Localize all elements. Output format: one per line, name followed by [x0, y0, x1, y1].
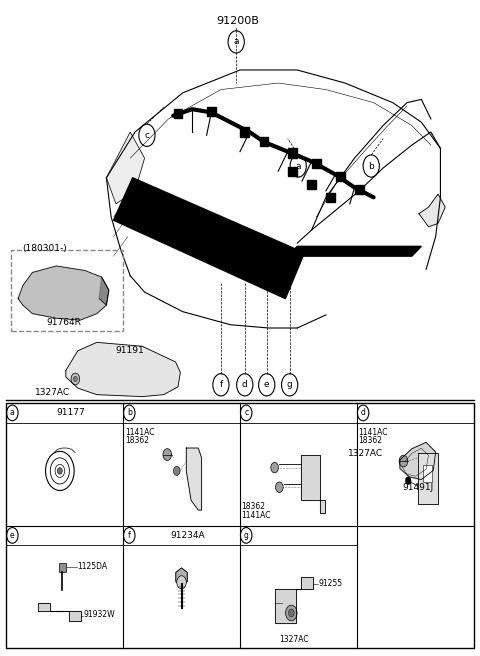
Text: f: f	[128, 531, 131, 540]
Text: d: d	[360, 409, 366, 417]
Text: 91200B: 91200B	[216, 16, 259, 26]
Polygon shape	[400, 442, 436, 480]
Polygon shape	[107, 132, 144, 204]
Bar	[11, 250, 123, 331]
Polygon shape	[18, 266, 109, 320]
Circle shape	[288, 609, 294, 617]
Polygon shape	[66, 342, 180, 397]
Circle shape	[58, 468, 62, 474]
Text: 18362: 18362	[359, 436, 383, 445]
Text: 1327AC: 1327AC	[348, 449, 383, 458]
Circle shape	[73, 377, 77, 382]
Polygon shape	[38, 603, 81, 621]
Text: 91234A: 91234A	[170, 531, 204, 540]
Circle shape	[163, 449, 171, 461]
Circle shape	[399, 455, 408, 467]
Polygon shape	[186, 448, 202, 510]
Bar	[312, 159, 321, 168]
Bar	[288, 148, 297, 157]
Circle shape	[286, 605, 297, 621]
Bar	[59, 563, 66, 572]
Bar	[240, 127, 249, 136]
Text: 1141AC: 1141AC	[125, 428, 155, 437]
Text: 18362: 18362	[125, 436, 149, 445]
Text: 91491J: 91491J	[402, 483, 433, 493]
Text: 91764R: 91764R	[46, 318, 81, 327]
Bar	[6, 403, 474, 648]
Text: g: g	[287, 380, 292, 389]
Circle shape	[271, 462, 278, 473]
Polygon shape	[114, 178, 304, 298]
Text: 1327AC: 1327AC	[279, 634, 309, 644]
Text: (180301-): (180301-)	[22, 244, 67, 253]
Text: 1141AC: 1141AC	[241, 512, 271, 520]
Text: 1141AC: 1141AC	[359, 428, 388, 437]
Text: b: b	[127, 409, 132, 417]
Text: e: e	[10, 531, 15, 540]
Text: 91255: 91255	[319, 579, 343, 588]
Text: a: a	[233, 37, 239, 47]
Text: a: a	[10, 409, 15, 417]
Text: 18362: 18362	[241, 502, 265, 511]
Text: g: g	[244, 531, 249, 540]
Text: 91932W: 91932W	[84, 611, 115, 619]
Bar	[355, 185, 364, 194]
Text: 1327AC: 1327AC	[36, 388, 71, 397]
Text: b: b	[368, 161, 374, 171]
Bar	[307, 180, 316, 189]
Circle shape	[173, 466, 180, 476]
Text: 91191: 91191	[115, 346, 144, 356]
Polygon shape	[288, 247, 421, 256]
Text: c: c	[144, 131, 149, 140]
Text: e: e	[264, 380, 270, 389]
Polygon shape	[99, 277, 109, 305]
Text: f: f	[219, 380, 223, 389]
Bar	[288, 167, 297, 176]
Text: c: c	[244, 409, 248, 417]
Polygon shape	[418, 453, 438, 504]
Circle shape	[177, 576, 186, 589]
Bar	[260, 137, 268, 146]
Bar	[326, 193, 335, 202]
Bar	[336, 172, 345, 181]
Bar	[207, 106, 216, 115]
Text: d: d	[242, 380, 248, 389]
Polygon shape	[419, 194, 445, 227]
Circle shape	[276, 482, 283, 493]
Polygon shape	[301, 455, 324, 514]
Text: 91177: 91177	[56, 409, 85, 417]
Text: 1125DA: 1125DA	[77, 562, 108, 571]
Bar	[174, 109, 182, 118]
Polygon shape	[275, 577, 313, 623]
Circle shape	[405, 477, 411, 485]
Bar	[422, 465, 432, 482]
Circle shape	[71, 373, 80, 385]
Polygon shape	[176, 568, 187, 586]
Text: a: a	[296, 161, 301, 171]
